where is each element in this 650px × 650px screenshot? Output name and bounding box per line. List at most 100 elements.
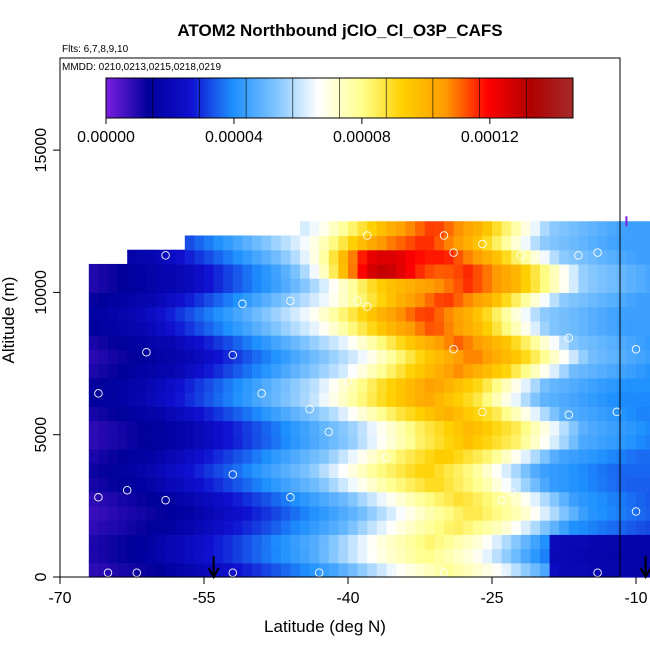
- heatmap-cell: [271, 263, 282, 279]
- observation-point: [439, 231, 449, 240]
- heatmap-cell: [520, 377, 531, 393]
- heatmap-cell: [357, 349, 368, 365]
- heatmap-cell: [328, 292, 339, 308]
- heatmap-cell: [463, 548, 474, 564]
- heatmap-cell: [232, 463, 243, 478]
- heatmap-cell: [415, 463, 426, 478]
- heatmap-cell: [645, 520, 650, 535]
- heatmap-cell: [578, 520, 589, 535]
- heatmap-cell: [578, 392, 589, 407]
- heatmap-cell: [88, 349, 99, 365]
- heatmap-cell: [444, 406, 455, 422]
- observation-point: [257, 389, 266, 398]
- heatmap-cell: [367, 520, 378, 535]
- heatmap-cell: [204, 477, 215, 493]
- heatmap-cell: [453, 463, 464, 478]
- heatmap-cell: [261, 463, 272, 478]
- heatmap-cell: [434, 335, 445, 350]
- heatmap-cell: [319, 477, 330, 493]
- heatmap-cell: [98, 491, 109, 507]
- heatmap-cell: [98, 434, 109, 450]
- heatmap-cell: [424, 335, 435, 350]
- heatmap-cell: [578, 263, 589, 279]
- heatmap-cell: [300, 292, 311, 308]
- heatmap-cell: [626, 320, 637, 336]
- heatmap-cell: [463, 420, 474, 436]
- heatmap-cell: [424, 392, 435, 407]
- heatmap-cell: [117, 477, 128, 493]
- heatmap-cell: [607, 320, 618, 336]
- heatmap-cell: [424, 363, 435, 379]
- heatmap-cell: [108, 363, 119, 379]
- heatmap-cell: [146, 491, 157, 507]
- heatmap-cell: [520, 463, 531, 478]
- heatmap-cell: [348, 392, 359, 407]
- heatmap-cell: [520, 562, 531, 578]
- heatmap-cell: [357, 534, 368, 550]
- heatmap-cell: [472, 463, 483, 478]
- heatmap-cell: [309, 363, 320, 379]
- heatmap-cell: [194, 505, 205, 521]
- heatmap-cell: [386, 363, 397, 379]
- heatmap-cell: [616, 562, 627, 578]
- heatmap-cell: [482, 548, 493, 564]
- heatmap-cell: [472, 221, 483, 237]
- heatmap-cell: [357, 505, 368, 521]
- heatmap-cell: [501, 463, 512, 478]
- heatmap-cell: [252, 434, 263, 450]
- heatmap-cell: [616, 420, 627, 436]
- heatmap-cell: [280, 363, 291, 379]
- heatmap-cell: [232, 520, 243, 535]
- heatmap-cell: [520, 292, 531, 308]
- heatmap-cell: [386, 221, 397, 237]
- heatmap-cell: [376, 406, 387, 422]
- heatmap-cell: [405, 463, 416, 478]
- heatmap-cell: [127, 335, 138, 350]
- heatmap-cell: [252, 534, 263, 550]
- heatmap-cell: [280, 520, 291, 535]
- heatmap-cell: [511, 562, 522, 578]
- heatmap-cell: [357, 434, 368, 450]
- heatmap-cell: [252, 562, 263, 578]
- heatmap-cell: [434, 420, 445, 436]
- heatmap-cell: [482, 349, 493, 365]
- heatmap-cell: [309, 306, 320, 322]
- heatmap-cell: [280, 320, 291, 336]
- heatmap-cell: [232, 249, 243, 265]
- heatmap-cell: [127, 420, 138, 436]
- heatmap-cell: [300, 505, 311, 521]
- heatmap-cell: [156, 377, 167, 393]
- heatmap-cell: [88, 434, 99, 450]
- heatmap-cell: [290, 520, 301, 535]
- heatmap-cell: [108, 505, 119, 521]
- heatmap-cell: [261, 392, 272, 407]
- heatmap-cell: [376, 392, 387, 407]
- heatmap-cell: [463, 406, 474, 422]
- heatmap-cell: [645, 335, 650, 350]
- heatmap-cell: [280, 448, 291, 464]
- heatmap-cell: [386, 320, 397, 336]
- heatmap-cell: [616, 306, 627, 322]
- heatmap-cell: [434, 562, 445, 578]
- heatmap-cell: [223, 249, 234, 265]
- heatmap-cell: [127, 477, 138, 493]
- heatmap-cell: [396, 320, 407, 336]
- heatmap-cell: [223, 306, 234, 322]
- heatmap-cell: [338, 249, 349, 265]
- heatmap-cell: [645, 363, 650, 379]
- heatmap-cell: [175, 278, 186, 293]
- heatmap-cell: [415, 520, 426, 535]
- heatmap-cell: [549, 491, 560, 507]
- heatmap-cell: [511, 477, 522, 493]
- heatmap-cell: [271, 534, 282, 550]
- heatmap-cell: [328, 534, 339, 550]
- heatmap-cell: [367, 534, 378, 550]
- heatmap-cell: [396, 505, 407, 521]
- heatmap-cell: [405, 292, 416, 308]
- heatmap-cell: [530, 363, 541, 379]
- heatmap-cell: [165, 520, 176, 535]
- heatmap-cell: [271, 320, 282, 336]
- heatmap-cell: [578, 235, 589, 251]
- heatmap-cell: [463, 392, 474, 407]
- heatmap-cell: [540, 491, 551, 507]
